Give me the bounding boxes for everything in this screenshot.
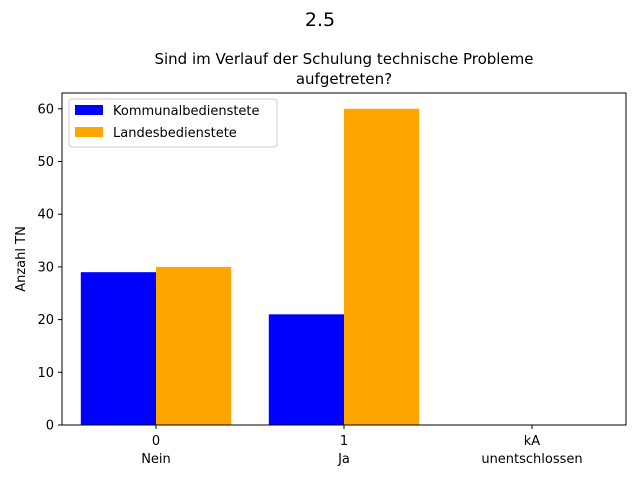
bar-landesbedienstete-0 (156, 266, 232, 425)
y-axis: 0 10 20 30 40 50 60 (37, 102, 62, 434)
chart-suptitle: 2.5 (305, 9, 335, 31)
y-axis-label: Anzahl TN (14, 226, 29, 292)
x-tick-label-1: Ja (337, 452, 350, 467)
x-tick-code-0: 0 (152, 434, 160, 449)
x-tick-code-1: 1 (340, 434, 348, 449)
y-tick-label-60: 60 (37, 102, 54, 117)
bar-kommunalbedienstete-1 (268, 314, 344, 425)
plot-frame (61, 92, 627, 426)
x-tick-label-0: Nein (141, 452, 171, 467)
legend-label-landes: Landesbedienstete (113, 126, 237, 141)
y-tick-label-30: 30 (37, 260, 54, 275)
y-tick-label-0: 0 (46, 419, 54, 434)
legend-label-kommunal: Kommunalbedienstete (113, 104, 260, 119)
x-tick-label-ka: unentschlossen (481, 452, 582, 467)
y-tick-label-20: 20 (37, 313, 54, 328)
legend: Kommunalbedienstete Landesbedienstete (68, 98, 278, 148)
y-tick-label-50: 50 (37, 155, 54, 170)
legend-box (68, 98, 278, 148)
y-tick-label-10: 10 (37, 366, 54, 381)
x-axis: 0 Nein 1 Ja kA unentschlossen (141, 425, 583, 467)
y-tick-label-40: 40 (37, 208, 54, 223)
bars-group (80, 108, 420, 426)
x-tick-code-ka: kA (524, 434, 541, 449)
legend-swatch-kommunal (75, 105, 103, 115)
chart-title-line-1: Sind im Verlauf der Schulung technische … (154, 50, 533, 68)
legend-swatch-landes (75, 127, 103, 137)
chart-title-line-2: aufgetreten? (296, 70, 392, 88)
bar-kommunalbedienstete-0 (80, 272, 156, 425)
bar-landesbedienstete-1 (344, 108, 420, 426)
